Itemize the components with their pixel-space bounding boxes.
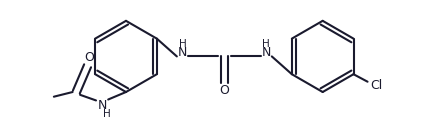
Text: H: H xyxy=(262,39,270,49)
Text: Cl: Cl xyxy=(370,79,382,92)
Text: H: H xyxy=(178,39,186,49)
Text: N: N xyxy=(262,46,271,59)
Text: O: O xyxy=(85,51,94,64)
Text: N: N xyxy=(98,99,107,112)
Text: N: N xyxy=(178,46,187,59)
Text: O: O xyxy=(219,84,229,97)
Text: H: H xyxy=(103,109,111,119)
